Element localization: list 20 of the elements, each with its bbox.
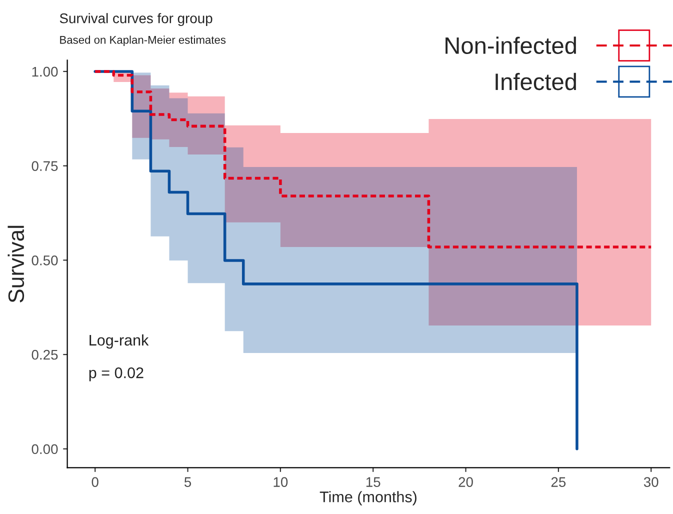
y-tick-label: 0.50	[32, 256, 58, 266]
x-tick-label: 5	[184, 477, 192, 487]
x-tick-label: 25	[551, 477, 566, 487]
x-tick-label: 30	[644, 477, 658, 487]
x-tick-label: 10	[274, 477, 288, 487]
y-tick-label: 0.25	[32, 350, 58, 360]
x-tick-label: 0	[92, 477, 98, 487]
y-tick-label: 1.00	[32, 66, 58, 77]
x-axis-title: Time (months)	[320, 491, 416, 506]
x-tick-label: 20	[458, 477, 473, 487]
x-tick-label: 15	[366, 477, 380, 487]
chart-subtitle: Based on Kaplan-Meier estimates	[60, 36, 226, 46]
annotation: p = 0.02	[89, 367, 144, 382]
annotation: Log-rank	[90, 334, 149, 349]
y-tick-label: 0.75	[32, 161, 58, 171]
y-tick-label: 0.00	[32, 444, 58, 454]
legend-label: Non-infected	[446, 36, 576, 54]
chart-title: Survival curves for group	[60, 13, 212, 26]
y-axis-title: Survival	[8, 226, 24, 302]
legend-label: Infected	[496, 72, 576, 90]
